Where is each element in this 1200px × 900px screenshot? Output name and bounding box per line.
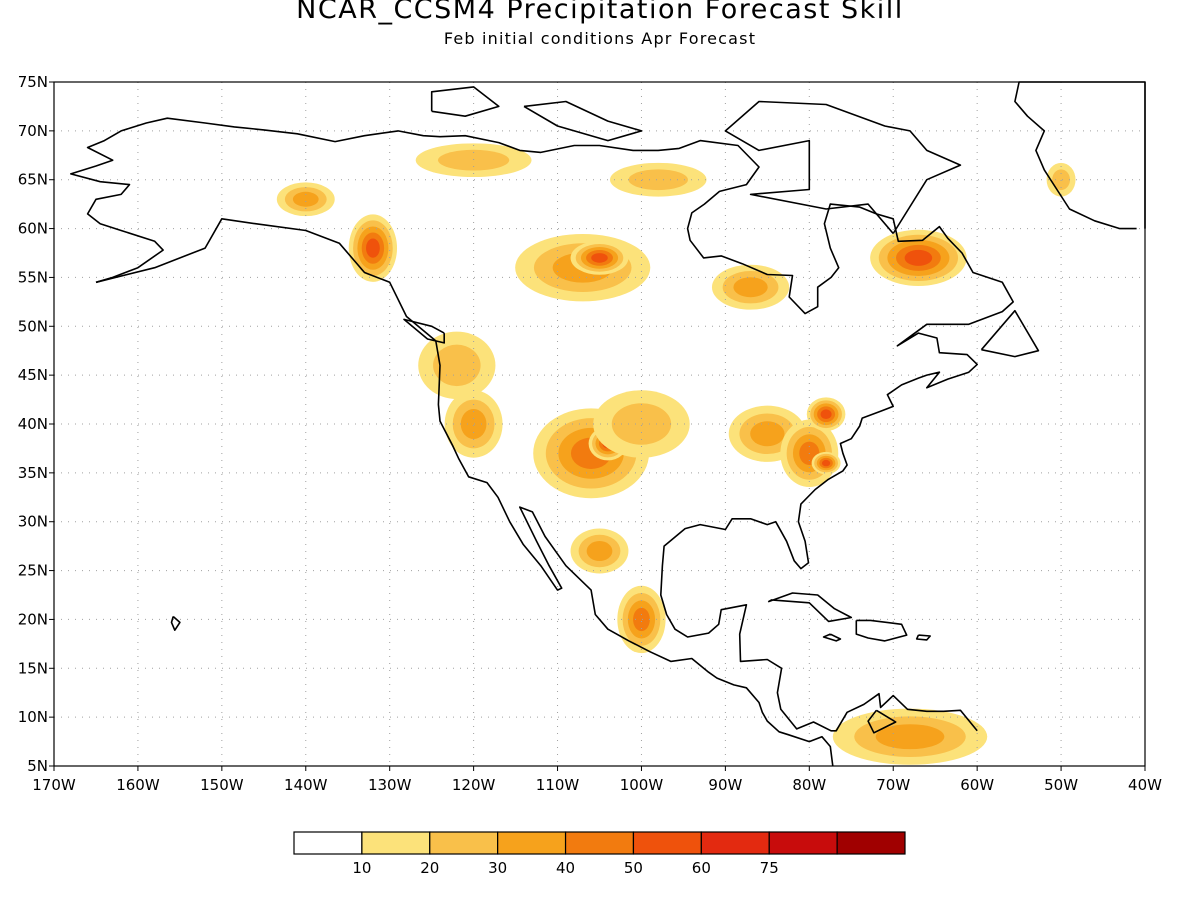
skill-region (1052, 169, 1070, 191)
coastline-path (523, 100, 643, 142)
map-title: NCAR_CCSM4 Precipitation Forecast Skill (296, 0, 904, 25)
legend-swatch (361, 831, 431, 855)
lon-tick-label: 100W (620, 776, 664, 794)
legend-swatch (632, 831, 702, 855)
coastline-path (430, 86, 500, 117)
legend-label: 75 (760, 859, 779, 877)
lat-tick-label: 15N (18, 659, 48, 677)
legend-label: 40 (556, 859, 575, 877)
color-legend: 10 20 30 40 50 60 75 (293, 831, 906, 877)
lat-tick-label: 45N (18, 366, 48, 384)
lat-tick-label: 5N (27, 757, 48, 775)
lat-tick-label: 20N (18, 610, 48, 628)
lon-tick-label: 60W (960, 776, 994, 794)
lat-tick-label: 10N (18, 708, 48, 726)
coastline-path (70, 117, 1014, 732)
lat-tick-label: 75N (18, 73, 48, 91)
legend-label: 10 (352, 859, 371, 877)
legend-swatch (564, 831, 635, 855)
lon-tick-label: 110W (536, 776, 580, 794)
lon-tick-label: 150W (200, 776, 244, 794)
coastline-path (170, 615, 181, 631)
skill-region (820, 409, 832, 420)
coastline-path (867, 709, 897, 734)
legend-swatch (293, 831, 363, 855)
lon-tick-label: 130W (368, 776, 412, 794)
map-subtitle: Feb initial conditions Apr Forecast (443, 29, 757, 48)
lon-tick-label: 80W (792, 776, 826, 794)
legend-label: 60 (692, 859, 711, 877)
lon-tick-label: 90W (708, 776, 742, 794)
legend-swatch (836, 831, 906, 855)
skill-shading-layer (276, 143, 1076, 765)
legend-swatch (497, 831, 567, 855)
legend-label: 30 (488, 859, 507, 877)
lat-tick-label: 50N (18, 317, 48, 335)
lon-tick-label: 70W (876, 776, 910, 794)
coastline-path (1014, 81, 1146, 230)
skill-region (437, 149, 510, 171)
legend-swatch (429, 831, 499, 855)
coastline-path (403, 318, 445, 344)
lon-tick-label: 50W (1044, 776, 1078, 794)
skill-region (460, 409, 487, 439)
legend-label: 20 (420, 859, 439, 877)
lat-tick-label: 30N (18, 513, 48, 531)
skill-region (633, 607, 650, 632)
legend-swatch (768, 831, 838, 855)
skill-region (591, 253, 608, 263)
skill-region (586, 541, 613, 562)
lat-tick-label: 65N (18, 171, 48, 189)
skill-region (366, 238, 380, 258)
lon-tick-label: 40W (1128, 776, 1162, 794)
skill-region (611, 403, 672, 445)
skill-region (628, 169, 688, 191)
lon-tick-label: 160W (116, 776, 160, 794)
lat-tick-label: 35N (18, 464, 48, 482)
legend-swatch (700, 831, 770, 855)
lon-tick-label: 120W (452, 776, 496, 794)
skill-region (750, 421, 785, 447)
skill-region (433, 344, 481, 387)
coastline-path (855, 619, 908, 642)
coastline-path (980, 309, 1040, 358)
lat-tick-label: 40N (18, 415, 48, 433)
lat-tick-label: 55N (18, 268, 48, 286)
coastline-path (915, 634, 931, 641)
coastline-path (95, 218, 834, 767)
skill-region (733, 277, 768, 298)
lat-tick-label: 25N (18, 562, 48, 580)
lon-tick-label: 170W (32, 776, 76, 794)
lon-tick-label: 140W (284, 776, 328, 794)
skill-region (904, 249, 933, 266)
skill-region (292, 191, 319, 207)
coastline-path (724, 100, 962, 235)
axis-ticks: 170W 160W 150W 140W 130W 120W 110W 100W 90W 80W 70… (18, 73, 1162, 794)
legend-label: 50 (624, 859, 643, 877)
lat-tick-label: 60N (18, 220, 48, 238)
lat-tick-label: 70N (18, 122, 48, 140)
coastline-path (822, 633, 842, 642)
skill-region (875, 724, 945, 750)
coastline-path (767, 592, 853, 623)
skill-region (821, 459, 831, 467)
